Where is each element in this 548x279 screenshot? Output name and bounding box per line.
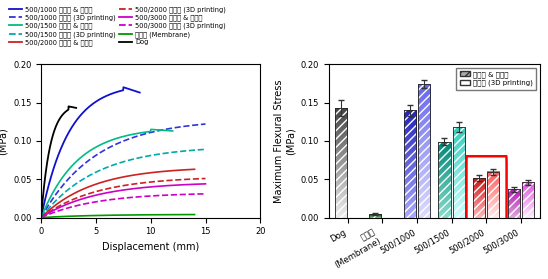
Bar <box>487 172 499 218</box>
Bar <box>418 84 430 218</box>
Bar <box>473 178 485 218</box>
Bar <box>438 142 450 218</box>
Bar <box>369 214 381 218</box>
Bar <box>507 189 520 218</box>
Y-axis label: Flexural Stress
(MPa): Flexural Stress (MPa) <box>0 105 8 177</box>
Bar <box>335 108 347 218</box>
Bar <box>404 110 416 218</box>
Bar <box>418 84 430 218</box>
Legend: 외골격 & 내골격, 외골격 (3D printing): 외골격 & 내골격, 외골격 (3D printing) <box>456 68 536 90</box>
Bar <box>453 127 465 218</box>
Bar <box>453 127 465 218</box>
Bar <box>487 172 499 218</box>
Bar <box>507 189 520 218</box>
Bar <box>473 178 485 218</box>
Bar <box>404 110 416 218</box>
Bar <box>522 182 534 218</box>
Bar <box>438 142 450 218</box>
Y-axis label: Maximum Flexural Stress
(MPa): Maximum Flexural Stress (MPa) <box>273 79 295 203</box>
Bar <box>369 214 381 218</box>
Bar <box>522 182 534 218</box>
Legend: 500/1000 외골격 & 내골격, 500/1000 외골격 (3D printing), 500/1500 외골격 & 내골격, 500/1500 외골격: 500/1000 외골격 & 내골격, 500/1000 외골격 (3D pri… <box>9 6 226 46</box>
Bar <box>335 108 347 218</box>
X-axis label: Displacement (mm): Displacement (mm) <box>102 242 199 252</box>
